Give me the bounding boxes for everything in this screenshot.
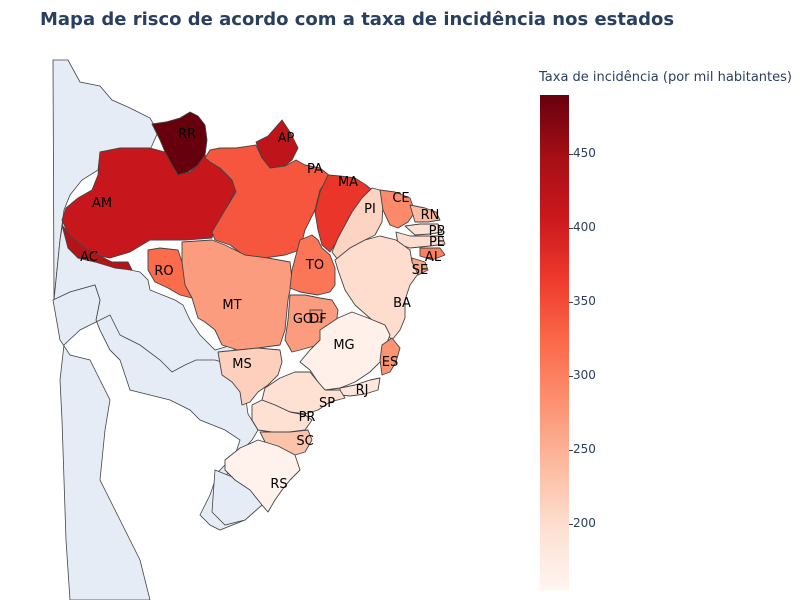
state-pb[interactable]: [404, 223, 443, 236]
state-label-mg: MG: [333, 338, 354, 353]
state-label-ba: BA: [393, 296, 411, 311]
state-label-mt: MT: [222, 298, 241, 313]
colorbar-tick-mark: [569, 449, 573, 451]
state-al[interactable]: [419, 247, 446, 261]
state-label-pe: PE: [429, 235, 445, 250]
state-label-go: GO: [293, 312, 313, 327]
state-df[interactable]: [309, 309, 323, 323]
state-label-sc: SC: [296, 434, 313, 449]
state-es[interactable]: [379, 337, 401, 376]
state-label-to: TO: [305, 258, 324, 273]
state-label-se: SE: [412, 263, 428, 278]
state-label-ce: CE: [392, 191, 409, 206]
colorbar-title: Taxa de incidência (por mil habitantes): [539, 70, 792, 85]
state-label-es: ES: [382, 355, 398, 370]
colorbar-tick-label: 200: [573, 515, 596, 530]
colorbar-tick-label: 350: [573, 293, 596, 308]
colorbar-tick-mark: [569, 301, 573, 303]
state-ac[interactable]: [61, 224, 133, 271]
state-ce[interactable]: [379, 189, 416, 229]
state-label-df: DF: [309, 312, 327, 327]
state-label-ma: MA: [338, 175, 358, 190]
colorbar-tick-label: 450: [573, 146, 596, 161]
state-ms[interactable]: [217, 347, 283, 406]
state-label-ro: RO: [154, 264, 173, 279]
colorbar-tick-mark: [569, 227, 573, 229]
state-label-rj: RJ: [356, 383, 369, 398]
state-mt[interactable]: [181, 239, 293, 351]
state-label-pi: PI: [364, 202, 376, 217]
state-rs[interactable]: [224, 439, 301, 513]
state-mg[interactable]: [299, 311, 391, 391]
state-pr[interactable]: [251, 399, 313, 433]
colorbar-tick-label: 250: [573, 441, 596, 456]
chart-title: Mapa de risco de acordo com a taxa de in…: [40, 9, 675, 30]
colorbar-tick-label: 300: [573, 367, 596, 382]
colorbar-tick-mark: [569, 154, 573, 156]
state-ba[interactable]: [334, 235, 419, 341]
state-label-rn: RN: [421, 208, 440, 223]
state-label-pb: PB: [429, 224, 446, 239]
state-label-ms: MS: [232, 357, 251, 372]
state-label-sp: SP: [319, 396, 335, 411]
colorbar: [540, 95, 569, 590]
state-label-ap: AP: [278, 131, 295, 146]
state-label-am: AM: [92, 196, 112, 211]
state-label-pa: PA: [307, 162, 323, 177]
state-label-al: AL: [425, 250, 442, 265]
state-label-pr: PR: [299, 410, 316, 425]
state-pa[interactable]: [204, 144, 331, 261]
state-to[interactable]: [289, 234, 336, 296]
state-label-rr: RR: [178, 127, 196, 142]
state-label-ac: AC: [80, 250, 98, 265]
states-layer: [61, 111, 446, 513]
colorbar-tick-mark: [569, 375, 573, 377]
colorbar-tick-mark: [569, 523, 573, 525]
colorbar-tick-label: 400: [573, 219, 596, 234]
state-rn[interactable]: [409, 204, 441, 223]
state-label-rs: RS: [270, 477, 287, 492]
